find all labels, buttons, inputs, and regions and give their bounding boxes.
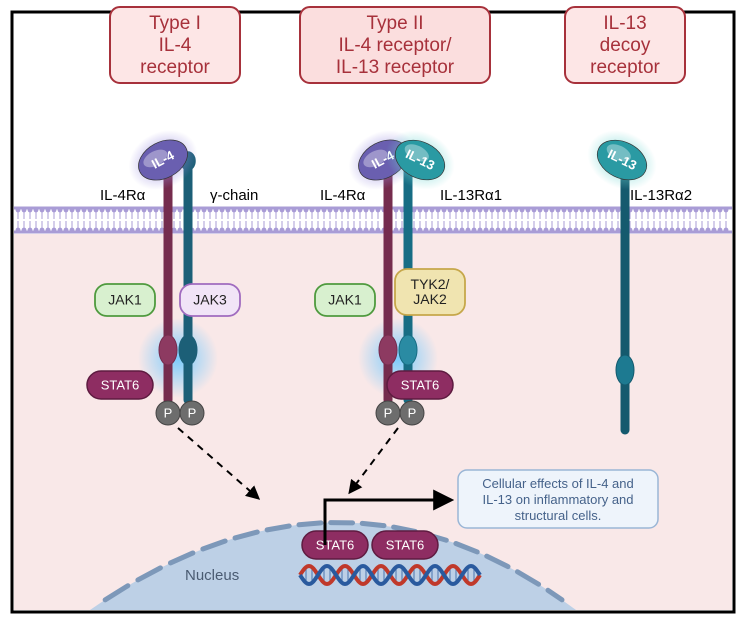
svg-text:P: P xyxy=(408,405,417,420)
phosphate: P xyxy=(400,401,424,425)
phosphate: P xyxy=(376,401,400,425)
stat6-stat6-c: STAT6 xyxy=(302,531,368,559)
stat6-stat6-b: STAT6 xyxy=(387,371,453,399)
svg-text:IL-4 receptor/: IL-4 receptor/ xyxy=(339,35,453,56)
svg-text:TYK2/: TYK2/ xyxy=(411,276,450,292)
phosphate: P xyxy=(180,401,204,425)
svg-text:P: P xyxy=(188,405,197,420)
svg-text:receptor: receptor xyxy=(140,57,210,78)
svg-text:IL-4: IL-4 xyxy=(159,35,192,56)
svg-text:JAK2: JAK2 xyxy=(413,291,447,307)
svg-text:receptor: receptor xyxy=(590,57,660,78)
diagram-canvas: NucleusIL-4IL-4IL-13IL-13Type IIL-4recep… xyxy=(0,0,746,624)
svg-text:IL-13 receptor: IL-13 receptor xyxy=(336,57,455,78)
stat6-stat6-d: STAT6 xyxy=(372,531,438,559)
svg-text:decoy: decoy xyxy=(600,35,651,56)
svg-text:structural cells.: structural cells. xyxy=(515,508,602,523)
label-il4ra-1: IL-4Rα xyxy=(100,187,146,204)
svg-text:Cellular effects of IL-4 and: Cellular effects of IL-4 and xyxy=(482,476,634,491)
phosphate: P xyxy=(156,401,180,425)
svg-text:IL-13 on inflammatory and: IL-13 on inflammatory and xyxy=(482,492,633,507)
title-decoy: IL-13decoyreceptor xyxy=(565,7,685,83)
label-il13ra1: IL-13Rα1 xyxy=(440,187,502,204)
svg-text:JAK1: JAK1 xyxy=(328,292,362,308)
svg-text:STAT6: STAT6 xyxy=(316,537,355,552)
kinase-jak3: JAK3 xyxy=(180,284,240,316)
title-type1: Type IIL-4receptor xyxy=(110,7,240,83)
svg-text:STAT6: STAT6 xyxy=(401,377,440,392)
title-type2: Type IIIL-4 receptor/IL-13 receptor xyxy=(300,7,490,83)
svg-text:IL-13: IL-13 xyxy=(603,13,646,34)
svg-text:JAK3: JAK3 xyxy=(193,292,227,308)
nucleus-label: Nucleus xyxy=(185,567,239,584)
svg-text:STAT6: STAT6 xyxy=(101,377,140,392)
kinase-jak1-b: JAK1 xyxy=(315,284,375,316)
svg-text:Type II: Type II xyxy=(366,13,423,34)
effects-box: Cellular effects of IL-4 andIL-13 on inf… xyxy=(458,470,658,528)
svg-text:JAK1: JAK1 xyxy=(108,292,142,308)
kinase-jak1-a: JAK1 xyxy=(95,284,155,316)
svg-text:P: P xyxy=(384,405,393,420)
label-il13ra2: IL-13Rα2 xyxy=(630,187,692,204)
stat6-stat6-a: STAT6 xyxy=(87,371,153,399)
label-gamma: γ-chain xyxy=(210,187,258,204)
svg-text:Type I: Type I xyxy=(149,13,201,34)
svg-text:P: P xyxy=(164,405,173,420)
label-il4ra-2: IL-4Rα xyxy=(320,187,366,204)
kinase-tyk2: TYK2/JAK2 xyxy=(395,269,465,315)
svg-text:STAT6: STAT6 xyxy=(386,537,425,552)
